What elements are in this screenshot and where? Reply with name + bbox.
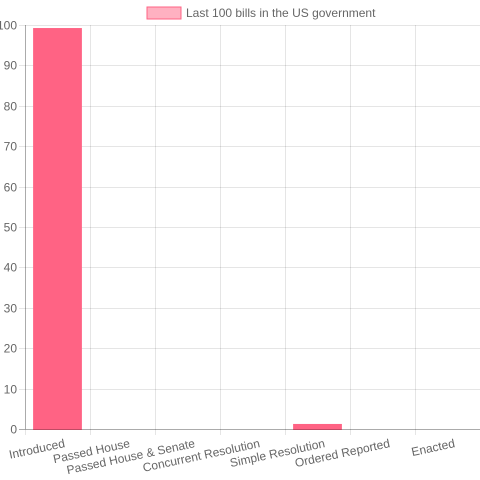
y-tick-label: 40 — [4, 261, 18, 275]
legend-swatch-series-0[interactable] — [146, 6, 182, 20]
y-tick-label: 20 — [4, 342, 18, 356]
y-tick-label: 10 — [4, 383, 18, 397]
y-tick-label: 70 — [4, 140, 18, 154]
y-tick-label: 60 — [4, 181, 18, 195]
grid-lines — [19, 25, 480, 435]
bar-simple-resolution[interactable] — [293, 423, 342, 430]
bars — [33, 28, 342, 430]
y-tick-label: 0 — [10, 423, 17, 437]
x-tick-label: Enacted — [410, 436, 456, 459]
y-axis-tick-labels: 0 10 20 30 40 50 60 70 80 90 100 — [0, 19, 17, 437]
legend-label-series-0[interactable]: Last 100 bills in the US government — [186, 6, 376, 20]
axes — [19, 25, 480, 430]
y-tick-label: 80 — [4, 100, 18, 114]
bar-introduced[interactable] — [33, 28, 82, 430]
y-tick-label: 90 — [4, 59, 18, 73]
y-tick-label: 30 — [4, 302, 18, 316]
legend[interactable]: Last 100 bills in the US government — [146, 6, 376, 20]
y-tick-label: 100 — [0, 19, 17, 33]
y-tick-label: 50 — [4, 221, 18, 235]
